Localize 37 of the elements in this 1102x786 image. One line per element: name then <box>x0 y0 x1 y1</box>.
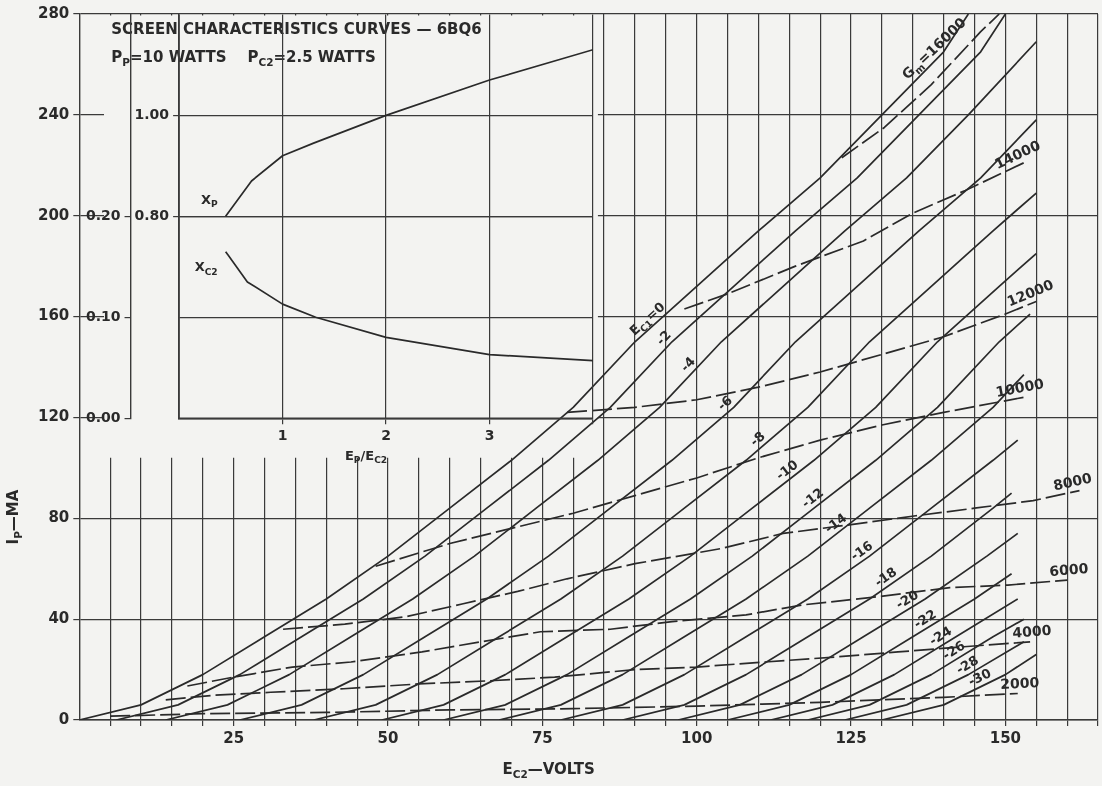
text: -10 <box>772 456 801 483</box>
y2-tick-label: 0.10 <box>86 307 121 324</box>
y-tick-label: 0.80 <box>134 206 170 223</box>
text: -14 <box>821 509 850 537</box>
y-tick-label: 280 <box>38 3 70 22</box>
x-tick-label: 50 <box>377 728 399 747</box>
series-label: 4000 <box>1011 621 1053 641</box>
x-tick-label: 100 <box>681 728 713 747</box>
y-tick-label: 200 <box>38 205 70 224</box>
text: 8000 <box>1051 469 1094 494</box>
y-tick-label: 240 <box>38 104 70 123</box>
text: -22 <box>910 606 939 632</box>
x-tick-label: 75 <box>531 728 553 747</box>
x-tick-label: 2 <box>381 427 391 444</box>
y-tick-label: 80 <box>48 508 70 527</box>
y2-tick-label: 0.00 <box>86 408 121 425</box>
x-tick-label: 1 <box>277 427 288 444</box>
x-tick-label: 125 <box>835 728 867 747</box>
text: 10000 <box>994 375 1046 400</box>
text: -16 <box>847 537 876 564</box>
series-label: 2000 <box>999 674 1040 693</box>
y-tick-label: 160 <box>38 306 70 325</box>
y2-tick-label: 0.20 <box>86 206 121 223</box>
y-tick-label: 0 <box>58 709 70 728</box>
text: -12 <box>798 484 827 511</box>
text: -6 <box>714 392 736 414</box>
series-label: 6000 <box>1048 559 1090 580</box>
y-tick-label: 1.00 <box>134 105 170 122</box>
y-tick-label: 120 <box>38 407 70 426</box>
y-tick-label: 40 <box>48 609 70 628</box>
text: -18 <box>871 563 900 590</box>
text: -8 <box>747 428 768 449</box>
x-tick-label: 25 <box>223 728 245 747</box>
text: -2 <box>653 327 674 348</box>
text: -4 <box>677 353 699 375</box>
x-tick-label: 150 <box>989 728 1022 747</box>
x-tick-label: 3 <box>484 427 495 444</box>
